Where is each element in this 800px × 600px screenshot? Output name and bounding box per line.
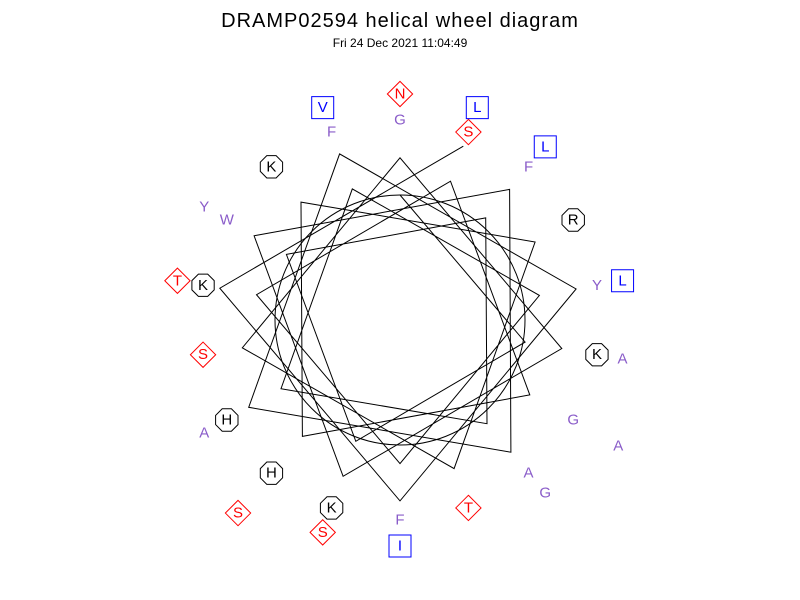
residue-label: S [318, 524, 328, 541]
wheel-circle [275, 195, 525, 445]
residue-label: G [567, 412, 579, 429]
wheel-backbone [220, 146, 576, 501]
residue-label: K [592, 346, 602, 363]
residue-label: H [221, 412, 232, 429]
residue-label: L [473, 99, 481, 116]
residue-label: H [266, 465, 277, 482]
residue-label: K [266, 158, 276, 175]
residue-label: T [464, 499, 473, 516]
residue-label: Y [592, 277, 602, 294]
residue-label: F [395, 512, 404, 529]
residue-label: G [539, 485, 551, 502]
residue-label: R [568, 212, 579, 229]
residue-label: W [220, 212, 235, 229]
residue-label: A [524, 465, 534, 482]
residue-label: S [198, 346, 208, 363]
residue-label: V [318, 99, 328, 116]
residue-label: A [618, 351, 628, 368]
residue-label: L [618, 272, 626, 289]
residue-label: S [463, 124, 473, 141]
residue-label: F [327, 124, 336, 141]
residue-label: S [233, 505, 243, 522]
residue-label: K [327, 499, 337, 516]
residue-label: N [395, 86, 406, 103]
helical-wheel-diagram: GKKWFAHFYFKSGHKRTSNASYLGAVLITLAS [0, 0, 800, 600]
residue-label: F [524, 158, 533, 175]
residue-label: A [613, 438, 623, 455]
residue-label: T [173, 272, 182, 289]
residue-label: Y [199, 199, 209, 216]
residue-label: L [541, 138, 549, 155]
residue-label: A [199, 425, 209, 442]
residue-label: K [198, 277, 208, 294]
residue-label: I [398, 538, 402, 555]
residue-label: G [394, 112, 406, 129]
